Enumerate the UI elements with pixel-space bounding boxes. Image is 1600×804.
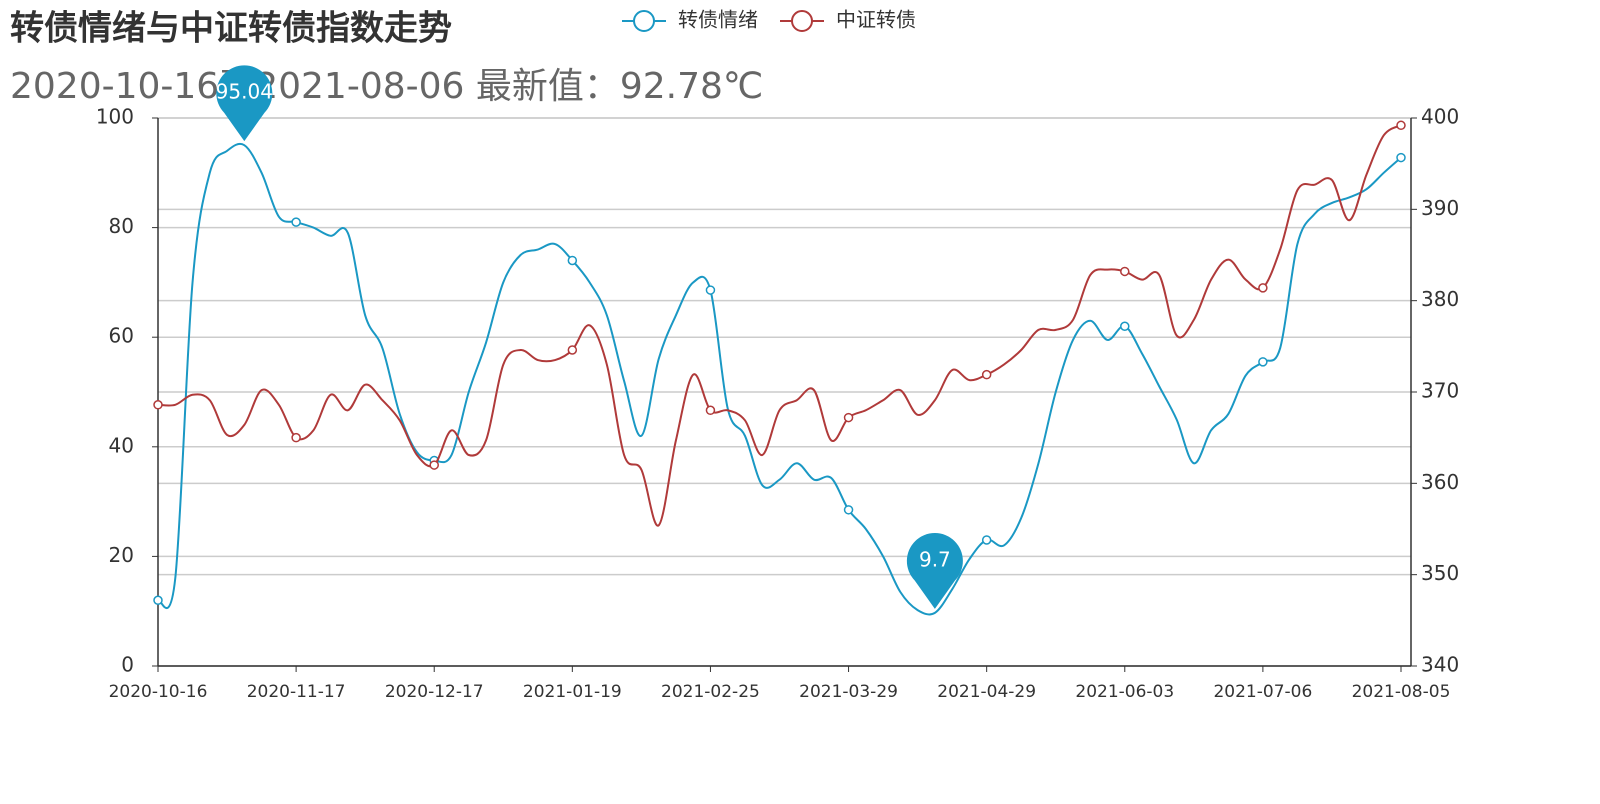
y2-tick-label: 350	[1421, 561, 1459, 585]
mark-pin	[216, 65, 273, 142]
y-tick-label: 60	[109, 324, 134, 348]
y2-tick-label: 340	[1421, 653, 1459, 677]
x-tick-label: 2021-08-05	[1352, 682, 1451, 702]
point-symbol	[1120, 321, 1130, 331]
point-symbol	[981, 535, 992, 545]
point-symbol	[567, 255, 578, 266]
legend-icon-circle	[791, 10, 813, 32]
x-tick-label: 2021-04-29	[937, 682, 1036, 702]
point-symbol	[291, 432, 301, 443]
point-symbol	[1396, 120, 1406, 131]
y-tick-label: 20	[109, 543, 134, 567]
point-symbol	[1258, 283, 1268, 293]
mark-label: 9.7	[919, 547, 951, 571]
point-symbol	[567, 345, 578, 355]
y2-tick-label: 380	[1421, 287, 1459, 311]
point-symbol	[1258, 357, 1268, 367]
point-symbol	[429, 460, 439, 470]
point-symbol	[1120, 266, 1130, 277]
y-tick-label: 100	[96, 105, 134, 129]
x-tick-label: 2020-12-17	[385, 682, 484, 702]
point-symbol	[153, 400, 163, 410]
legend-label[interactable]: 中证转债	[836, 8, 916, 32]
point-symbol	[705, 285, 716, 295]
y2-tick-label: 360	[1421, 470, 1459, 494]
y-tick-label: 80	[109, 214, 134, 238]
y2-tick-label: 400	[1421, 105, 1459, 129]
point-symbol	[291, 217, 301, 227]
y-tick-label: 40	[109, 433, 134, 457]
point-symbol	[843, 505, 854, 515]
legend-icon-circle	[633, 10, 655, 32]
x-tick-label: 2021-01-19	[523, 682, 622, 702]
point-symbol	[153, 595, 163, 605]
x-tick-label: 2021-03-29	[799, 682, 898, 702]
mark-pin	[906, 533, 963, 609]
point-symbol	[705, 405, 716, 416]
series-line	[157, 142, 1402, 616]
legend-label[interactable]: 转债情绪	[678, 8, 758, 32]
y2-tick-label: 390	[1421, 196, 1459, 220]
series-line	[157, 124, 1402, 527]
point-symbol	[981, 369, 992, 380]
y-tick-label: 0	[121, 653, 134, 677]
chart-subtitle: 2020-10-16至2021-08-06 最新值：92.78℃	[10, 66, 763, 107]
chart-title: 转债情绪与中证转债指数走势	[10, 9, 452, 49]
x-tick-label: 2020-10-16	[109, 682, 208, 702]
x-tick-label: 2021-07-06	[1213, 682, 1312, 702]
point-symbol	[843, 412, 854, 423]
x-tick-label: 2021-06-03	[1075, 682, 1174, 702]
x-tick-label: 2021-02-25	[661, 682, 760, 702]
mark-label: 95.04	[216, 80, 273, 104]
point-symbol	[1396, 152, 1406, 163]
x-tick-label: 2020-11-17	[247, 682, 346, 702]
y2-tick-label: 370	[1421, 379, 1459, 403]
